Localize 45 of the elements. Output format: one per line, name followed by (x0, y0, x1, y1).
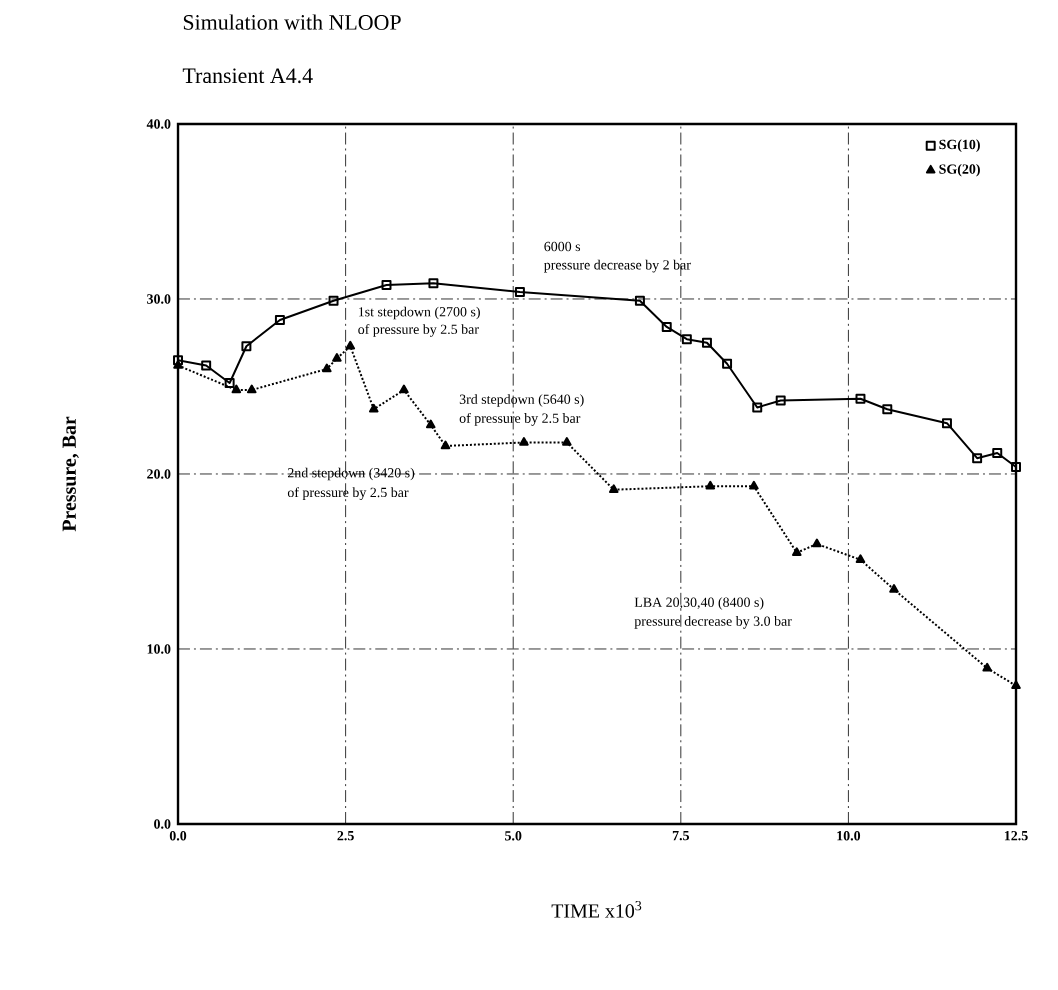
point (1011, 680, 1021, 689)
point (701, 337, 712, 348)
point (368, 403, 379, 413)
point (440, 440, 451, 450)
point (705, 480, 716, 490)
point (608, 484, 619, 493)
point (889, 584, 899, 593)
x-axis-title: TIME x10$^{3}$ (551, 901, 642, 918)
point (941, 418, 952, 429)
point (661, 321, 672, 332)
point (855, 554, 866, 563)
point (634, 295, 645, 306)
point (399, 384, 409, 394)
point (992, 447, 1003, 458)
point (224, 377, 235, 388)
point (752, 402, 763, 413)
point (562, 437, 572, 446)
point (428, 278, 439, 289)
point (855, 393, 866, 404)
point (792, 547, 802, 556)
point (173, 360, 183, 369)
point (322, 363, 332, 373)
point (381, 279, 392, 290)
point (681, 334, 692, 345)
point (201, 360, 212, 371)
point (425, 419, 436, 429)
point (882, 404, 893, 415)
point (722, 358, 733, 369)
chart-title: Simulation with NLOOP (183, 14, 401, 30)
point (328, 295, 339, 306)
point (246, 384, 257, 394)
point (775, 395, 786, 406)
point (332, 353, 342, 362)
point (345, 340, 356, 350)
point (982, 662, 992, 672)
point (231, 384, 242, 394)
point (241, 341, 252, 352)
chart-subtitle: Transient A4.4 (182, 68, 313, 84)
point (812, 538, 822, 548)
point (274, 314, 285, 325)
point (972, 453, 983, 464)
point (749, 480, 759, 490)
point (519, 437, 529, 446)
y-axis-title: Pressure, Bar (62, 416, 79, 532)
point (514, 286, 525, 297)
